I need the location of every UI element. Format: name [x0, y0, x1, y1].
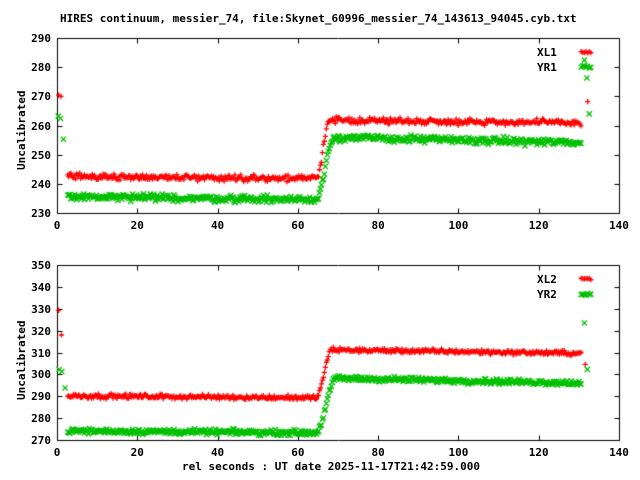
y-tick-label: 290: [31, 32, 51, 45]
x-tick-label: 80: [371, 446, 385, 459]
y-tick-label: 260: [31, 119, 51, 133]
y-tick-label: 310: [31, 346, 51, 360]
y-tick-label: 230: [31, 207, 51, 220]
y-tick-label: 350: [31, 259, 51, 272]
x-tick-label: 20: [130, 446, 144, 459]
chart-title: HIRES continuum, messier_74, file:Skynet…: [60, 12, 577, 25]
legend-label-yr2: YR2: [537, 288, 557, 301]
y-tick-label: 340: [31, 280, 51, 294]
x-tick-label: 140: [609, 446, 629, 459]
y-tick-label: 270: [31, 434, 51, 447]
legend-label-yr1: YR1: [537, 61, 557, 74]
y-tick-label: 320: [31, 324, 51, 338]
y-tick-label: 280: [31, 412, 51, 426]
y-tick-label: 290: [31, 390, 51, 404]
y-tick-label: 330: [31, 302, 51, 316]
x-tick-label: 40: [210, 446, 225, 459]
y-tick-label: 250: [31, 148, 51, 162]
y-tick-label: 240: [31, 177, 51, 191]
legend-label-xl1: XL1: [537, 46, 557, 59]
x-tick-label: 20: [130, 219, 144, 232]
x-tick-label: 0: [53, 446, 61, 459]
x-tick-label: 100: [448, 219, 469, 232]
x-tick-label: 120: [528, 446, 549, 459]
x-tick-label: 0: [53, 219, 61, 232]
x-tick-label: 140: [609, 219, 629, 232]
x-axis-label: rel seconds : UT date 2025-11-17T21:42:5…: [182, 460, 481, 473]
x-tick-label: 60: [291, 219, 305, 232]
x-tick-label: 40: [210, 219, 225, 232]
x-tick-label: 60: [291, 446, 305, 459]
legend-label-xl2: XL2: [537, 273, 557, 286]
x-tick-label: 100: [448, 446, 469, 459]
x-tick-label: 120: [528, 219, 549, 232]
y-tick-label: 270: [31, 90, 51, 104]
y-tick-label: 280: [31, 61, 51, 75]
y-tick-label: 300: [31, 368, 51, 382]
x-tick-label: 80: [371, 219, 385, 232]
